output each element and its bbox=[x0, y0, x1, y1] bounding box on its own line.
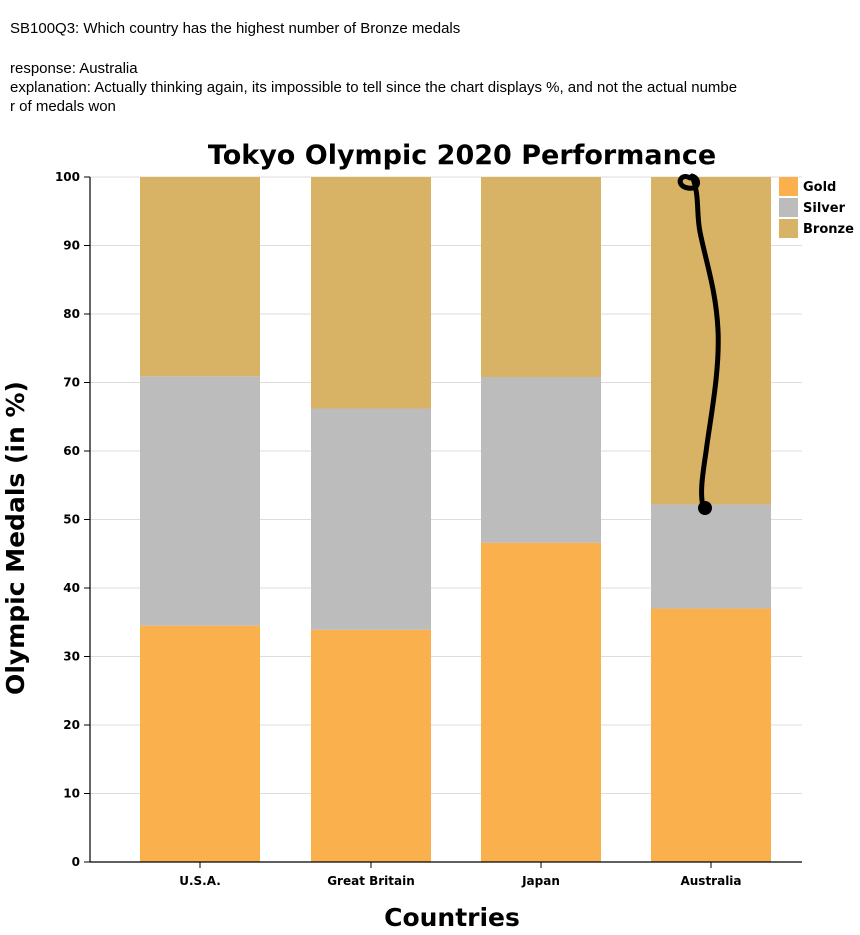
explanation-text-line-1: explanation: Actually thinking again, it… bbox=[10, 79, 738, 96]
y-tick-label: 60 bbox=[63, 444, 80, 458]
bar-bronze-great-britain bbox=[311, 177, 431, 409]
y-tick-labels: 0 10 20 30 40 50 60 70 80 90 100 bbox=[55, 170, 90, 869]
y-tick-label: 10 bbox=[63, 787, 80, 801]
y-tick-label: 20 bbox=[63, 718, 80, 732]
x-tick-label: Great Britain bbox=[327, 874, 415, 888]
annotation-dot bbox=[698, 501, 712, 515]
y-tick-label: 30 bbox=[63, 650, 80, 664]
hand-drawn-annotation bbox=[677, 173, 721, 509]
bar-bronze-japan bbox=[481, 177, 601, 378]
chart-title: Tokyo Olympic 2020 Performance bbox=[208, 140, 716, 171]
legend-swatch-gold bbox=[779, 177, 798, 196]
legend-swatch-bronze bbox=[779, 219, 798, 238]
x-axis-title: Countries bbox=[384, 903, 520, 932]
bar-gold-japan bbox=[481, 542, 601, 862]
legend-label-bronze: Bronze bbox=[803, 222, 854, 237]
explanation-text-line-2: r of medals won bbox=[10, 98, 116, 115]
x-tick-labels: U.S.A. Great Britain Japan Australia bbox=[179, 862, 742, 888]
bar-gold-u-s-a bbox=[140, 625, 260, 862]
question-text: SB100Q3: Which country has the highest n… bbox=[10, 20, 461, 37]
x-tick-label: Japan bbox=[521, 874, 560, 888]
bar-bronze-u-s-a bbox=[140, 177, 260, 377]
legend-label-silver: Silver bbox=[803, 201, 846, 216]
y-tick-label: 70 bbox=[63, 376, 80, 390]
y-tick-label: 80 bbox=[63, 307, 80, 321]
bar-series bbox=[140, 177, 771, 862]
legend-label-gold: Gold bbox=[803, 180, 836, 195]
y-tick-label: 40 bbox=[63, 581, 80, 595]
bar-silver-australia bbox=[651, 504, 771, 609]
response-text: response: Australia bbox=[10, 60, 138, 77]
x-tick-label: Australia bbox=[680, 874, 741, 888]
bar-gold-great-britain bbox=[311, 629, 431, 862]
bar-silver-japan bbox=[481, 377, 601, 543]
legend: Gold Silver Bronze bbox=[779, 177, 854, 238]
y-tick-label: 90 bbox=[63, 239, 80, 253]
y-tick-label: 0 bbox=[72, 855, 80, 869]
y-tick-label: 50 bbox=[63, 513, 80, 527]
y-tick-label: 100 bbox=[55, 170, 80, 184]
legend-swatch-silver bbox=[779, 198, 798, 217]
bar-silver-u-s-a bbox=[140, 376, 260, 626]
bar-bronze-australia bbox=[651, 177, 771, 505]
y-axis-title: Olympic Medals (in %) bbox=[1, 381, 30, 695]
bar-gold-australia bbox=[651, 608, 771, 862]
bar-silver-great-britain bbox=[311, 408, 431, 630]
x-tick-label: U.S.A. bbox=[179, 874, 221, 888]
